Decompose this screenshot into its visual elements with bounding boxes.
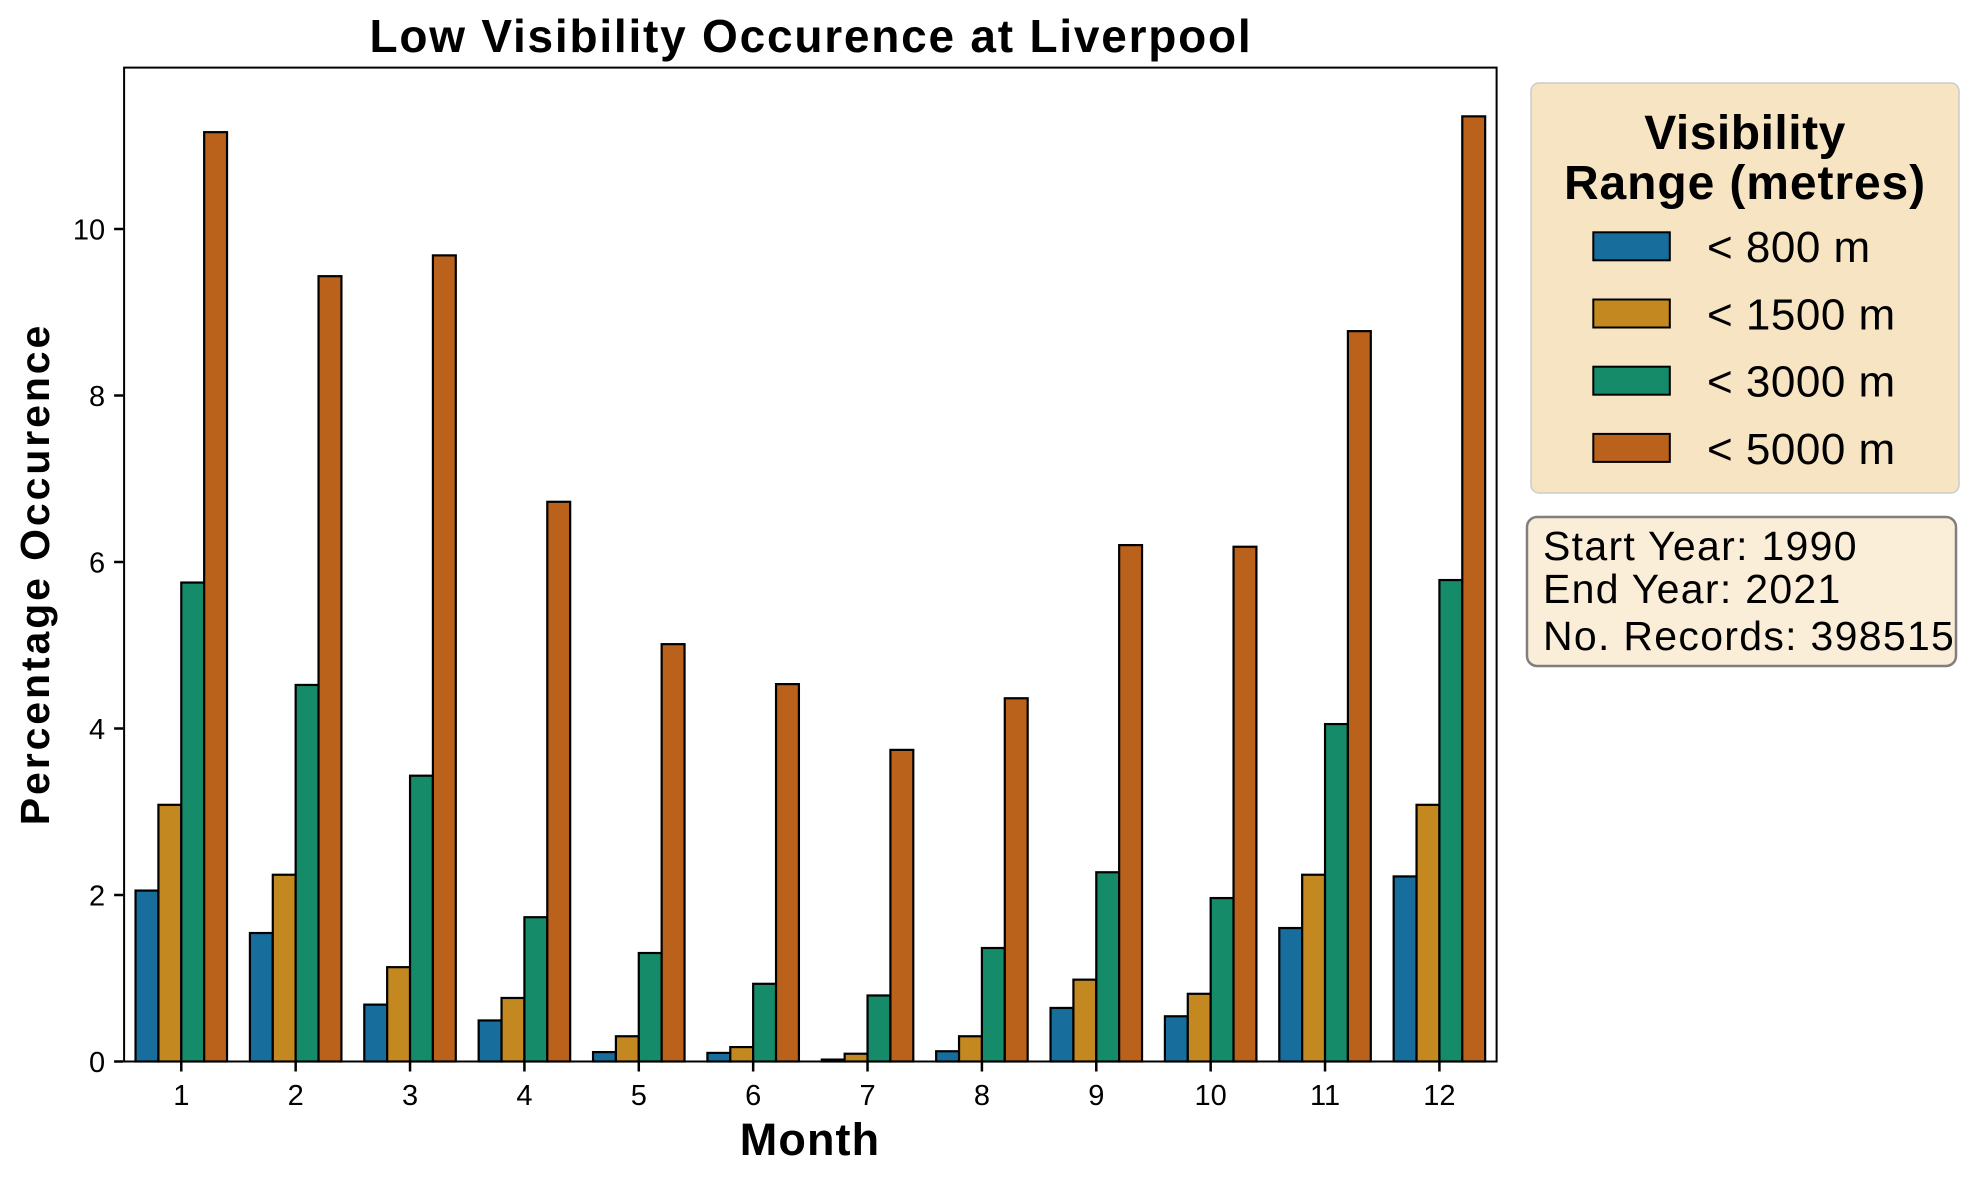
- svg-text:Range (metres): Range (metres): [1564, 157, 1926, 210]
- svg-text:4: 4: [516, 1080, 532, 1112]
- svg-text:5: 5: [631, 1080, 647, 1112]
- svg-text:Visibility: Visibility: [1644, 107, 1846, 160]
- svg-text:4: 4: [89, 714, 105, 746]
- svg-text:8: 8: [89, 381, 105, 413]
- svg-text:10: 10: [73, 214, 105, 246]
- svg-text:3: 3: [402, 1080, 418, 1112]
- svg-text:Percentage Occurence: Percentage Occurence: [12, 323, 58, 825]
- svg-text:< 800 m: < 800 m: [1707, 223, 1871, 272]
- svg-text:0: 0: [89, 1047, 105, 1079]
- svg-text:9: 9: [1088, 1080, 1104, 1112]
- svg-text:6: 6: [745, 1080, 761, 1112]
- svg-text:< 3000 m: < 3000 m: [1707, 358, 1896, 407]
- svg-text:Month: Month: [740, 1114, 880, 1165]
- svg-text:11: 11: [1310, 1080, 1340, 1112]
- svg-text:10: 10: [1195, 1080, 1227, 1112]
- svg-text:12: 12: [1423, 1080, 1455, 1112]
- svg-text:< 1500 m: < 1500 m: [1707, 290, 1896, 339]
- svg-text:Low Visibility Occurence at Li: Low Visibility Occurence at Liverpool: [369, 10, 1252, 62]
- svg-text:1: 1: [173, 1080, 189, 1112]
- svg-text:End Year: 2021: End Year: 2021: [1543, 566, 1842, 612]
- svg-text:No. Records: 398515: No. Records: 398515: [1543, 613, 1955, 659]
- svg-text:< 5000 m: < 5000 m: [1707, 425, 1896, 474]
- svg-text:8: 8: [974, 1080, 990, 1112]
- svg-text:6: 6: [89, 547, 105, 579]
- svg-text:7: 7: [859, 1080, 875, 1112]
- svg-text:Start Year: 1990: Start Year: 1990: [1543, 523, 1858, 569]
- svg-text:2: 2: [89, 880, 105, 912]
- svg-text:2: 2: [288, 1080, 304, 1112]
